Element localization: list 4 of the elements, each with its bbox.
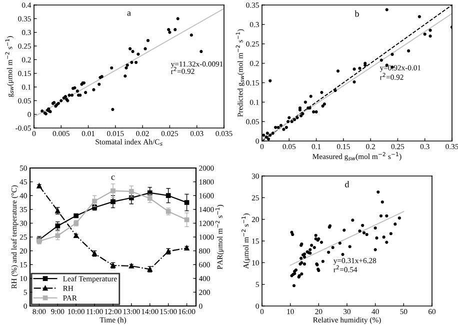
text: c	[111, 176, 115, 180]
chart-title: d	[345, 181, 350, 188]
chart-title: b	[354, 10, 359, 17]
chart-title: a	[127, 12, 131, 16]
